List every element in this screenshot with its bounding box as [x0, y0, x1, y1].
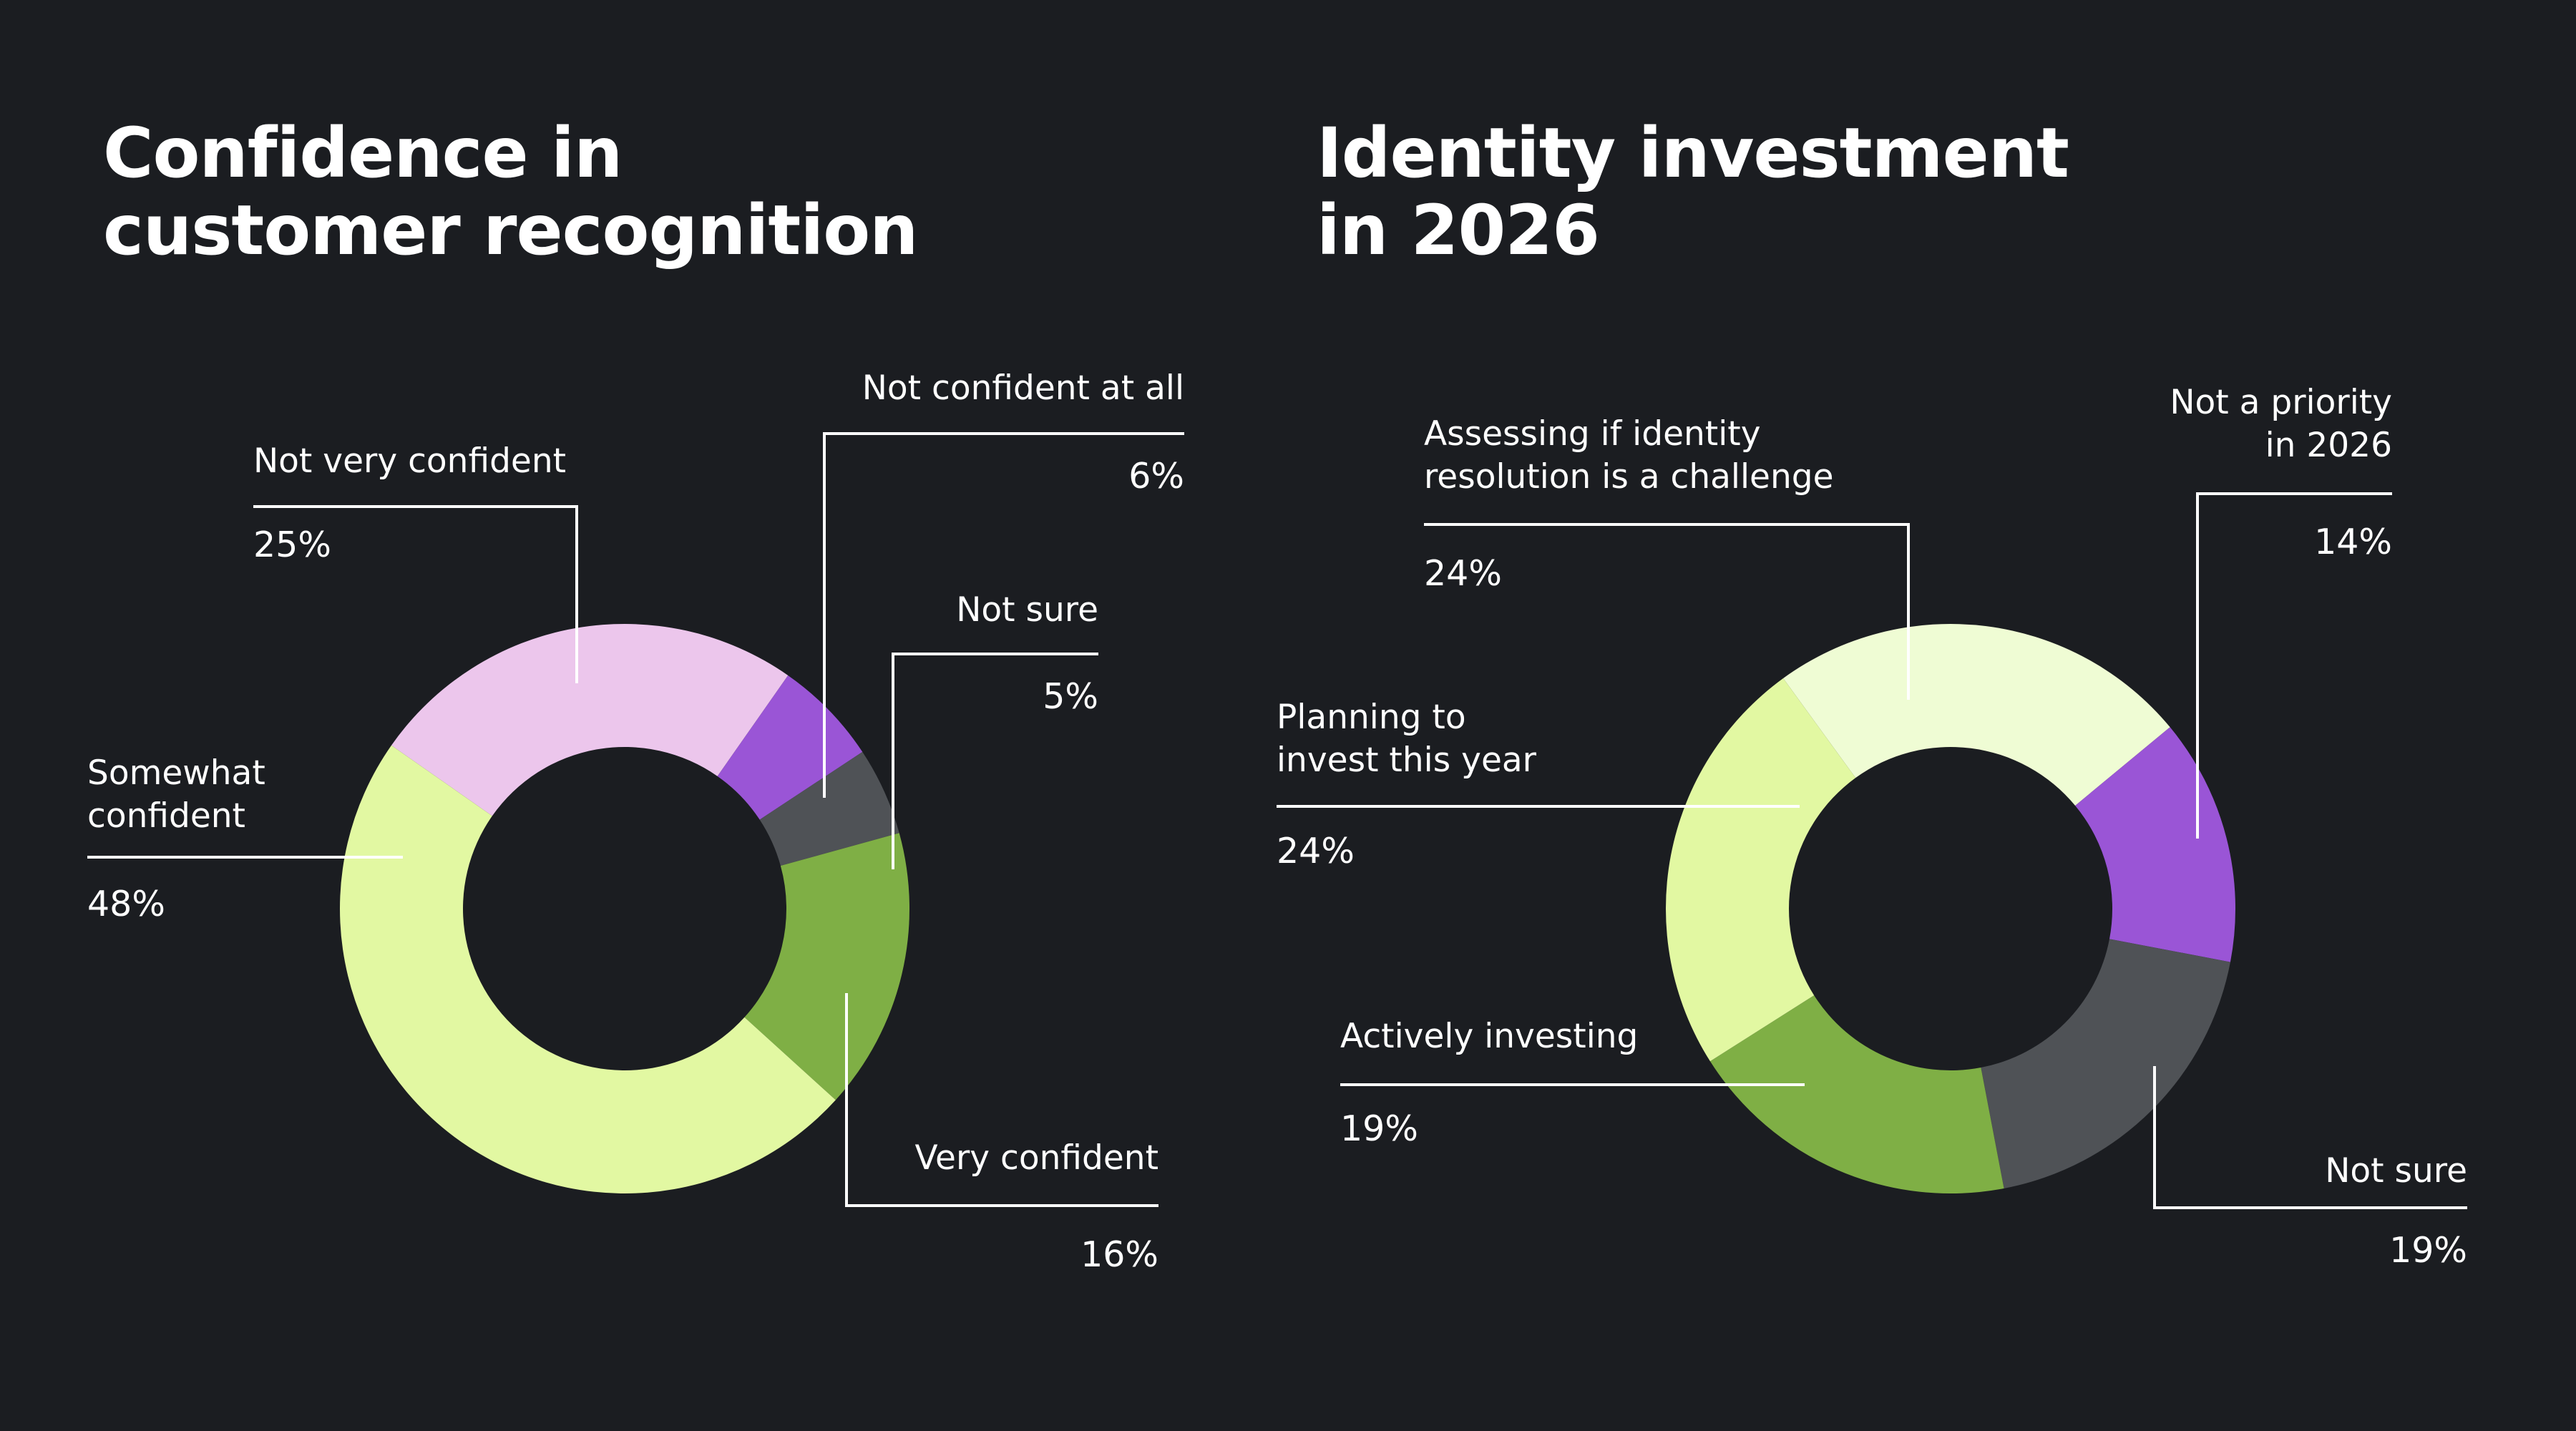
chart2-slice-not-a-priority-in-2026 [2075, 727, 2236, 962]
chart1-label-not-very-confident: Not very confident [253, 441, 566, 481]
chart1-leader-line-not-confident-at-all [823, 432, 1184, 798]
chart2-slice-not-sure [1981, 939, 2230, 1188]
chart1-label-line: Very confident [915, 1138, 1158, 1178]
chart1-label-very-confident: Very confident [915, 1138, 1158, 1178]
chart2-label-line: in 2026 [2265, 426, 2392, 465]
chart2-slice-actively-investing [1709, 995, 2004, 1193]
chart1-slice-not-sure [759, 751, 899, 866]
chart2-value-planning-to-invest-this-year: 24% [1277, 831, 1355, 871]
chart2-title-line-1: Identity investment [1317, 113, 2069, 193]
chart1-label-line: Not very confident [253, 441, 566, 481]
chart1-leader-line-not-sure [892, 653, 1098, 869]
chart2-label-line: Actively investing [1340, 1017, 1638, 1056]
chart1-slice-not-very-confident [391, 623, 789, 816]
chart2-value-not-sure: 19% [2389, 1230, 2467, 1271]
chart1-value-not-very-confident: 25% [253, 524, 331, 565]
chart1-title-line-2: customer recognition [103, 190, 919, 270]
chart1-value-very-confident: 16% [1080, 1234, 1158, 1275]
chart1-label-line: confident [87, 796, 245, 836]
chart1-slice-not-confident-at-all [717, 675, 863, 820]
chart2-label-assessing-if-identity-resolution-is-a-challenge: Assessing if identity resolution is a cha… [1424, 414, 1834, 497]
chart2-label-line: Not a priority [2170, 383, 2392, 422]
chart2-value-not-a-priority-in-2026: 14% [2314, 522, 2392, 562]
chart2-label-line: Planning to [1277, 698, 1466, 737]
chart1-title-line-1: Confidence in [103, 113, 623, 193]
chart2-label-line: invest this year [1277, 741, 1537, 780]
chart2-leader-line-not-a-priority-in-2026 [2196, 492, 2392, 839]
chart2-leader-line-not-sure [2153, 1066, 2467, 1209]
chart2-slice-assessing-if-identity-resolution-is-a-challenge [1783, 624, 2170, 806]
chart1-slice-very-confident [744, 833, 909, 1100]
chart2-label-line: Not sure [2325, 1151, 2467, 1191]
chart1-value-not-confident-at-all: 6% [1128, 456, 1184, 497]
chart2-value-actively-investing: 19% [1340, 1108, 1418, 1149]
chart2-label-not-sure: Not sure [2325, 1151, 2467, 1191]
chart1-leader-line-very-confident [845, 993, 1158, 1207]
chart2-label-actively-investing: Actively investing [1340, 1017, 1638, 1056]
chart1-label-somewhat-confident: Somewhat confident [87, 753, 265, 836]
chart2-value-assessing-if-identity-resolution-is-a-challenge: 24% [1424, 553, 1502, 594]
chart1-title: Confidence in customer recognition [103, 113, 919, 270]
chart1-slice-somewhat-confident [339, 745, 836, 1194]
chart1-label-not-confident-at-all: Not confident at all [862, 368, 1184, 408]
chart1-value-somewhat-confident: 48% [87, 884, 165, 924]
chart1-label-line: Not sure [956, 590, 1098, 630]
chart2-label-line: Assessing if identity [1424, 414, 1761, 454]
chart2-title: Identity investment in 2026 [1317, 114, 2069, 269]
chart1-value-not-sure: 5% [1043, 676, 1098, 717]
chart1-label-line: Somewhat [87, 753, 265, 793]
chart1-label-not-sure: Not sure [956, 590, 1098, 630]
chart2-label-not-a-priority-in-2026: Not a priority in 2026 [2170, 383, 2392, 465]
chart2-slice-planning-to-invest-this-year [1666, 678, 1856, 1062]
chart2-label-planning-to-invest-this-year: Planning to invest this year [1277, 698, 1537, 780]
chart1-label-line: Not confident at all [862, 368, 1184, 408]
chart2-label-line: resolution is a challenge [1424, 457, 1834, 497]
chart2-title-line-2: in 2026 [1317, 190, 1600, 270]
chart2-leader-line-assessing-if-identity-resolution-is-a-challenge [1424, 523, 1910, 700]
chart1-leader-line-not-very-confident [253, 505, 578, 683]
